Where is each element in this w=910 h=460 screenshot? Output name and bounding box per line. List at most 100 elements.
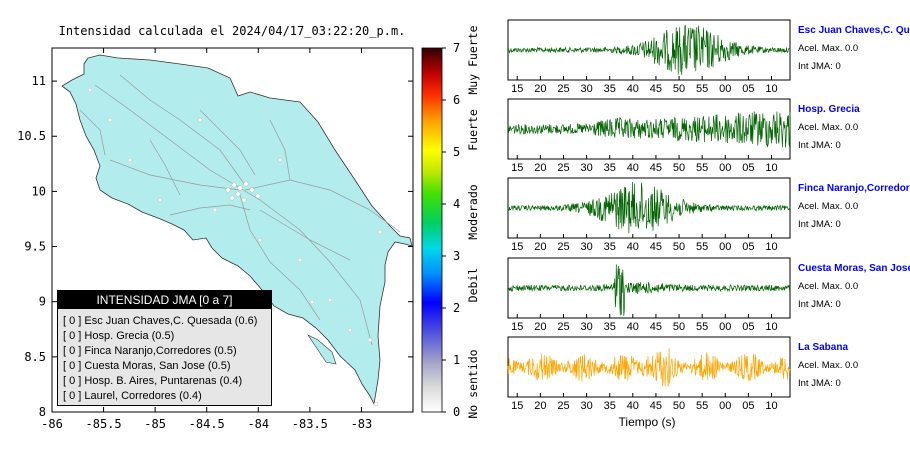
waveform-x-tick-label: 30	[580, 162, 592, 174]
colorbar	[421, 47, 443, 413]
waveform-x-tick-label: 15	[511, 83, 523, 95]
waveform-x-tick-label: 20	[534, 162, 546, 174]
waveform-x-tick-label: 00	[719, 321, 731, 333]
colorbar-tick-label: 0	[453, 405, 460, 419]
waveform-x-tick-label: 40	[627, 321, 639, 333]
colorbar-ticks: 0 1 2 3 4 5 6 7	[442, 41, 460, 419]
colorbar-tick-label: 4	[453, 197, 460, 211]
map-x-tick-label: -84.5	[189, 417, 225, 431]
map-y-tick-label: 11	[32, 74, 46, 88]
legend-item: [ 0 ] Laurel, Corredores (0.4)	[63, 390, 202, 402]
station-name: Esc Juan Chaves,C. Quesada	[798, 25, 910, 36]
map-axes: -86 -85.5 -85 -84.5 -84 -83.5 -83 8 8.5 9 9.5 10 10.…	[17, 48, 413, 431]
time-axis-label: Tiempo (s)	[619, 415, 676, 429]
waveform-x-tick-label: 00	[719, 162, 731, 174]
station-accel-max: Acel. Max. 0.0	[798, 201, 859, 212]
waveform-x-tick-label: 30	[580, 400, 592, 412]
gulf-island	[307, 334, 337, 365]
station-accel-max: Acel. Max. 0.0	[798, 281, 859, 292]
waveform-x-tick-label: 15	[511, 400, 523, 412]
waveform-x-tick-label: 20	[534, 241, 546, 253]
waveform-trace	[507, 264, 791, 316]
waveform-x-tick-label: 15	[511, 321, 523, 333]
waveform-x-tick-label: 30	[580, 241, 592, 253]
map-x-tick-label: -85	[144, 417, 166, 431]
waveform-x-tick-label: 35	[604, 321, 616, 333]
waveform-x-tick-label: 50	[673, 83, 685, 95]
waveform-x-tick-label: 00	[719, 400, 731, 412]
waveform-x-tick-label: 20	[534, 321, 546, 333]
waveform-trace	[507, 24, 791, 75]
colorbar-tick-label: 7	[453, 41, 460, 55]
waveform-x-tick-label: 35	[604, 83, 616, 95]
map-x-tick-label: -84	[247, 417, 269, 431]
waveform-x-tick-label: 45	[650, 162, 662, 174]
map-y-tick-label: 9.5	[24, 240, 46, 254]
colorbar-level-label: No sentido	[466, 349, 480, 418]
map-y-tick-label: 8	[39, 405, 46, 419]
costa-rica-landmass	[61, 54, 413, 406]
station-jma-intensity: Int JMA: 0	[798, 61, 841, 72]
colorbar-labels: No sentido Debil Moderado Fuerte Muy Fuerte	[466, 25, 480, 418]
colorbar-level-label: Moderado	[466, 184, 480, 239]
colorbar-level-label: Debil	[466, 268, 480, 303]
station-jma-intensity: Int JMA: 0	[798, 299, 841, 310]
waveform-x-tick-label: 40	[627, 400, 639, 412]
station-dots	[87, 87, 383, 407]
waveform-x-tick-label: 15	[511, 241, 523, 253]
map-x-tick-label: -86	[41, 417, 63, 431]
station-jma-intensity: Int JMA: 0	[798, 140, 841, 151]
waveform-trace	[507, 181, 791, 234]
waveform-x-tick-label: 05	[742, 83, 754, 95]
waveform-x-tick-label: 55	[696, 83, 708, 95]
colorbar-tick-label: 3	[453, 249, 460, 263]
legend-header: INTENSIDAD JMA [0 a 7]	[58, 291, 271, 309]
waveform-x-tick-label: 45	[650, 241, 662, 253]
waveform-x-tick-label: 50	[673, 400, 685, 412]
waveform-x-tick-label: 05	[742, 162, 754, 174]
waveform-x-tick-label: 00	[719, 83, 731, 95]
map-y-tick-label: 8.5	[24, 350, 46, 364]
waveform-x-tick-label: 10	[765, 400, 777, 412]
colorbar-level-label: Muy Fuerte	[466, 25, 480, 94]
waveform-x-tick-label: 10	[765, 162, 777, 174]
waveform-x-tick-label: 25	[557, 83, 569, 95]
waveform-x-tick-label: 45	[650, 83, 662, 95]
legend-item: [ 0 ] Finca Naranjo,Corredores (0.5)	[63, 345, 237, 357]
station-name: La Sabana	[798, 342, 849, 353]
waveform-x-tick-label: 30	[580, 83, 592, 95]
colorbar-tick-label: 5	[453, 145, 460, 159]
map-x-tick-label: -83	[351, 417, 373, 431]
waveform-x-tick-label: 35	[604, 241, 616, 253]
waveform-panels: 15 20 25 30 35 40 45 50 55 00 05 10 15 20 25 30 35 40 45 50…	[507, 19, 791, 412]
waveform-x-tick-label: 55	[696, 162, 708, 174]
waveform-trace	[507, 348, 791, 387]
map-title: Intensidad calculada el 2024/04/17_03:22…	[59, 24, 406, 38]
station-info-column: Esc Juan Chaves,C. Quesada Acel. Max. 0.0…	[798, 0, 910, 460]
colorbar-tick-label: 6	[453, 93, 460, 107]
map-y-tick-label: 10.5	[17, 129, 46, 143]
waveform-x-tick-label: 25	[557, 162, 569, 174]
station-accel-max: Acel. Max. 0.0	[798, 360, 859, 371]
station-jma-intensity: Int JMA: 0	[798, 378, 841, 389]
intensity-legend: INTENSIDAD JMA [0 a 7] [ 0 ] Esc Juan Ch…	[57, 290, 272, 406]
legend-item: [ 0 ] Hosp. Grecia (0.5)	[63, 330, 175, 342]
station-name: Cuesta Moras, San Jose	[798, 263, 910, 274]
waveform-x-tick-label: 25	[557, 321, 569, 333]
waveform-x-tick-label: 50	[673, 162, 685, 174]
waveform-x-tick-label: 40	[627, 241, 639, 253]
waveform-x-tick-label: 05	[742, 321, 754, 333]
station-accel-max: Acel. Max. 0.0	[798, 122, 859, 133]
legend-item: [ 0 ] Cuesta Moras, San Jose (0.5)	[63, 360, 231, 372]
waveform-x-tick-label: 20	[534, 83, 546, 95]
map-x-tick-label: -85.5	[86, 417, 122, 431]
waveform-x-tick-label: 10	[765, 241, 777, 253]
waveform-x-tick-label: 10	[765, 321, 777, 333]
waveform-x-tick-label: 55	[696, 400, 708, 412]
waveform-x-tick-label: 20	[534, 400, 546, 412]
waveform-x-tick-label: 05	[742, 400, 754, 412]
waveform-x-tick-label: 25	[557, 241, 569, 253]
colorbar-tick-label: 1	[453, 353, 460, 367]
road-network	[79, 74, 401, 346]
map-y-tick-label: 9	[39, 295, 46, 309]
